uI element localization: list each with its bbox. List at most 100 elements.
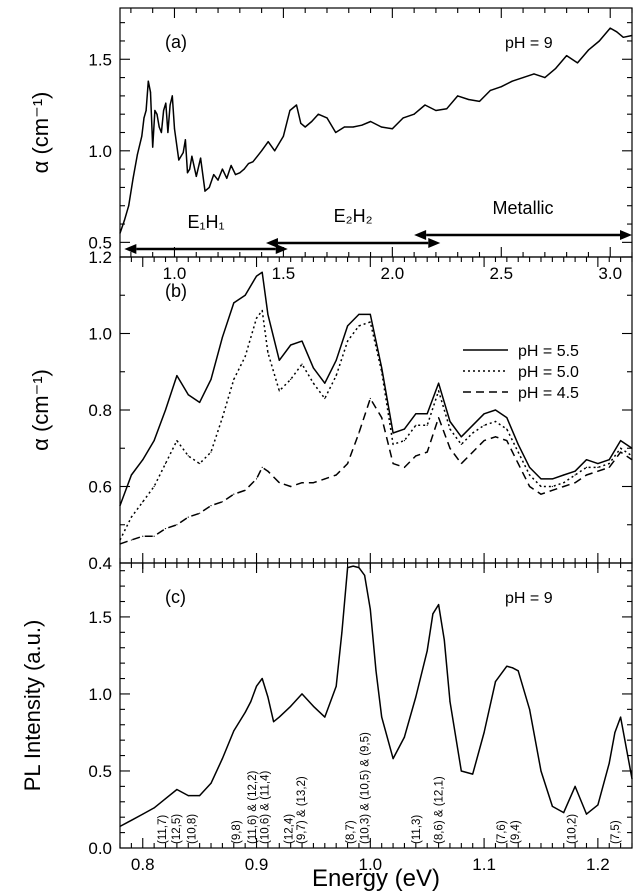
data-point [511,80,513,82]
data-point [142,459,144,461]
data-point [369,313,371,315]
data-point [128,205,130,207]
data-point [566,55,568,57]
data-point [173,128,176,130]
data-point [132,177,134,179]
legend-entry: pH = 4.5 [518,385,579,402]
data-point [616,31,618,33]
data-point [234,174,237,176]
data-point [563,482,565,484]
data-point [341,631,343,633]
data-point [301,693,303,695]
data-point [585,459,588,461]
data-point [273,721,275,723]
data-point [176,788,178,791]
data-point [244,711,246,714]
data-point [312,482,315,484]
data-point [295,104,298,106]
data-point [278,482,280,484]
data-point [358,432,360,434]
data-point [199,462,201,465]
data-point [156,113,158,115]
data-point [119,543,121,545]
data-point [301,363,303,365]
data-point [130,819,132,821]
data-point [324,382,326,384]
panel-b: 0.40.60.81.01.2(b)α (cm⁻¹)pH = 5.5pH = 5… [28,248,633,573]
y-tick-label: 1.0 [88,325,112,344]
data-point [563,811,565,814]
x-axis-label: Energy (eV) [312,865,440,892]
peak-assignment-label: (12,4) [283,814,295,844]
y-tick-label: 0.4 [88,554,112,573]
data-point [346,462,349,465]
y-tick-label: 0.5 [88,233,112,252]
data-point [221,417,223,419]
data-point [478,100,481,102]
legend-entry: pH = 5.5 [518,343,579,360]
panel-label: (c) [165,587,186,607]
data-point [555,67,557,70]
data-point [343,126,346,128]
data-point [335,685,337,687]
data-point [176,374,178,377]
data-point [437,390,440,392]
data-point [403,466,406,468]
ph-annotation: pH = 9 [505,35,553,52]
data-point [585,466,588,468]
data-point [551,478,553,480]
data-point [267,352,269,354]
data-point [233,378,235,380]
data-point [608,459,610,461]
data-point [472,451,474,453]
data-point [153,485,155,488]
data-point [460,770,462,772]
data-point [472,773,474,775]
data-point [255,685,258,687]
data-point [544,76,546,79]
data-point [267,696,269,698]
data-point [424,104,426,106]
data-point [199,512,201,514]
data-point [529,474,531,476]
data-point [278,716,280,718]
data-point [608,466,610,468]
data-point [182,152,184,154]
data-point [358,325,360,327]
data-point [551,485,553,488]
data-point [631,447,633,449]
peak-assignment-label: (7,5) [610,820,622,844]
data-point [608,462,610,465]
data-point [252,161,254,163]
data-point [169,104,171,106]
data-point [239,172,241,174]
data-point [162,109,165,112]
data-point [164,462,167,465]
data-point [164,798,167,800]
data-point [392,443,394,446]
data-point [500,86,502,88]
region-label: E₂H₂ [334,206,373,226]
data-point [483,731,485,734]
data-point [426,413,428,415]
data-point [352,126,354,128]
data-point [261,677,263,680]
data-point [403,736,406,738]
data-point [199,795,201,797]
data-point [255,275,258,277]
data-point [574,470,576,472]
y-tick-label: 1.5 [88,50,112,69]
data-point [472,424,474,426]
data-point [457,95,459,97]
data-point [290,485,292,488]
y-tick-label: 1.2 [88,248,112,267]
data-point [620,447,622,449]
data-point [529,466,531,468]
data-point [494,409,497,411]
data-point [119,232,121,234]
peak-assignment-label: (8,7) [345,820,357,844]
data-point [164,409,167,411]
data-point [217,179,219,181]
data-point [403,440,406,442]
data-point [335,131,337,134]
